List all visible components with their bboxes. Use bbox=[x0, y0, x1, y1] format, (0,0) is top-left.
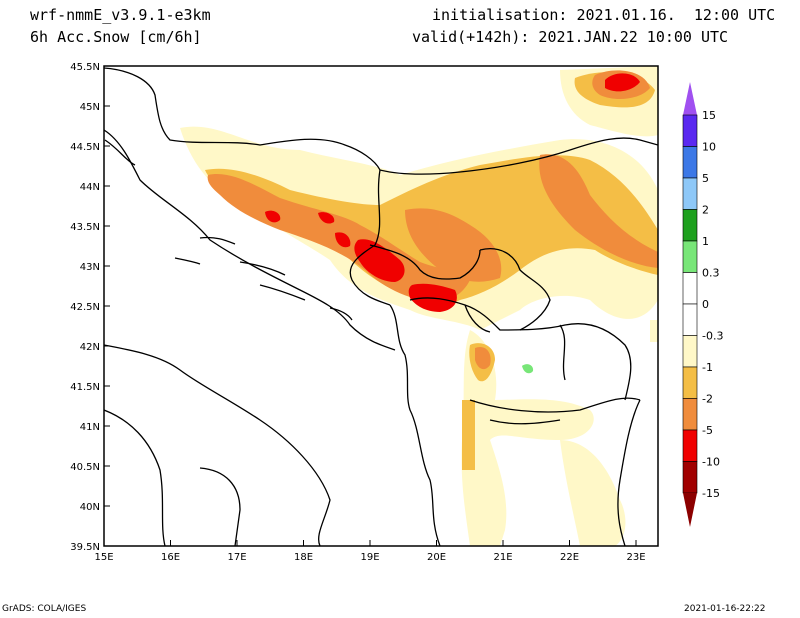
lat-label: 45N bbox=[80, 102, 100, 113]
colorbar-label: -1 bbox=[702, 361, 713, 374]
colorbar-segment bbox=[682, 366, 698, 399]
colorbar-segment bbox=[682, 146, 698, 179]
colorbar-segment bbox=[682, 335, 698, 368]
lon-label: 16E bbox=[161, 552, 180, 563]
snow-fields bbox=[180, 66, 658, 546]
lat-label: 40N bbox=[80, 502, 100, 513]
model-title: wrf-nmmE_v3.9.1-e3km bbox=[30, 6, 211, 24]
timestamp: 2021-01-16-22:22 bbox=[684, 604, 766, 614]
lat-label: 42N bbox=[80, 342, 100, 353]
snow-melt-patch bbox=[522, 364, 534, 374]
colorbar-segment bbox=[682, 303, 698, 336]
colorbar-label: 15 bbox=[702, 109, 716, 122]
lat-label: 40.5N bbox=[70, 462, 100, 473]
lon-axis: 15E 16E 17E 18E 19E 20E 21E 22E 23E bbox=[94, 540, 646, 563]
lon-label: 17E bbox=[227, 552, 246, 563]
credit: GrADS: COLA/IGES bbox=[2, 604, 87, 614]
colorbar: 15 10 5 2 1 0.3 0 -0.3 -1 -2 -5 -10 -15 bbox=[682, 82, 723, 527]
lon-label: 20E bbox=[427, 552, 446, 563]
colorbar-segment bbox=[682, 461, 698, 494]
lat-label: 44.5N bbox=[70, 142, 100, 153]
lat-label: 43.5N bbox=[70, 222, 100, 233]
lat-label: 44N bbox=[80, 182, 100, 193]
lat-axis: 45.5N 45N 44.5N 44N 43.5N 43N 42.5N 42N 41.5N 41N… bbox=[70, 62, 110, 553]
colorbar-label: -15 bbox=[702, 487, 720, 500]
lat-label: 43N bbox=[80, 262, 100, 273]
colorbar-segment bbox=[682, 398, 698, 431]
borders bbox=[104, 67, 658, 546]
colorbar-label: 2 bbox=[702, 204, 709, 217]
colorbar-label: 5 bbox=[702, 172, 709, 185]
colorbar-label: -5 bbox=[702, 424, 713, 437]
lat-label: 42.5N bbox=[70, 302, 100, 313]
lon-label: 19E bbox=[360, 552, 379, 563]
colorbar-segment bbox=[682, 177, 698, 210]
colorbar-label: 10 bbox=[702, 141, 716, 154]
colorbar-label: 0.3 bbox=[702, 267, 720, 280]
lon-label: 21E bbox=[493, 552, 512, 563]
lat-label: 41.5N bbox=[70, 382, 100, 393]
variable-title: 6h Acc.Snow [cm/6h] bbox=[30, 28, 202, 46]
colorbar-top-arrow bbox=[683, 82, 697, 115]
lat-label: 45.5N bbox=[70, 62, 100, 73]
colorbar-label: 0 bbox=[702, 298, 709, 311]
colorbar-segment bbox=[682, 209, 698, 242]
colorbar-label: -2 bbox=[702, 393, 713, 406]
colorbar-segment bbox=[682, 272, 698, 305]
colorbar-label: -10 bbox=[702, 456, 720, 469]
lon-label: 15E bbox=[94, 552, 113, 563]
colorbar-segment bbox=[682, 114, 698, 147]
colorbar-segment bbox=[682, 429, 698, 462]
lon-label: 23E bbox=[626, 552, 645, 563]
colorbar-label: -0.3 bbox=[702, 330, 723, 343]
lon-label: 18E bbox=[294, 552, 313, 563]
valid-time: valid(+142h): 2021.JAN.22 10:00 UTC bbox=[412, 28, 729, 46]
colorbar-segment bbox=[682, 240, 698, 273]
colorbar-bottom-arrow bbox=[683, 493, 697, 527]
lat-label: 39.5N bbox=[70, 542, 100, 553]
colorbar-label: 1 bbox=[702, 235, 709, 248]
lat-label: 41N bbox=[80, 422, 100, 433]
init-time: initialisation: 2021.01.16. 12:00 UTC bbox=[432, 6, 776, 24]
lon-label: 22E bbox=[560, 552, 579, 563]
